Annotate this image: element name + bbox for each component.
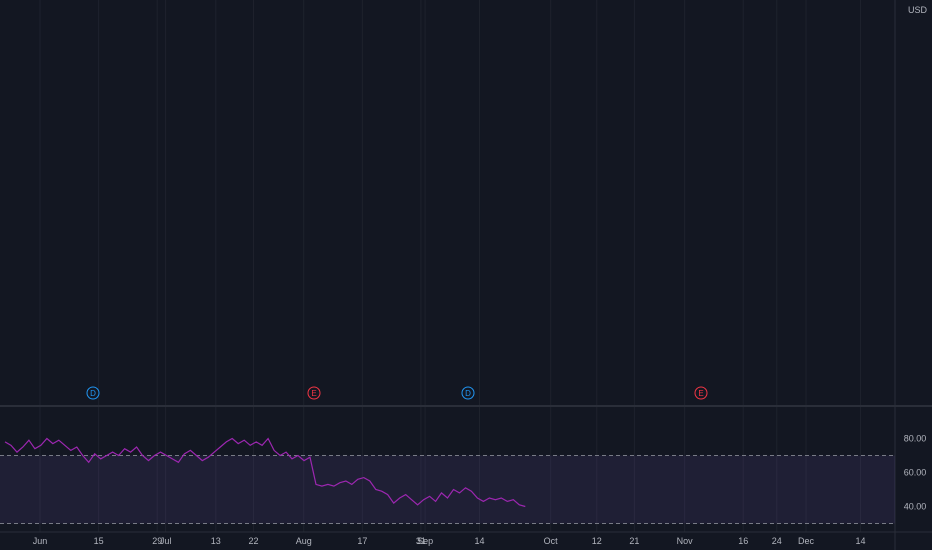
time-tick-label: 21 — [629, 536, 639, 546]
rsi-band — [0, 455, 895, 524]
time-tick-label: 29 — [152, 536, 162, 546]
event-marker-earnings[interactable]: E — [694, 386, 708, 400]
time-tick-label: Aug — [296, 536, 312, 546]
time-tick-label: 16 — [738, 536, 748, 546]
event-circle — [307, 386, 321, 400]
time-tick-label: 14 — [475, 536, 485, 546]
time-tick-label: 31 — [416, 536, 426, 546]
rsi-pane: 40.00 60.00 80.00 — [0, 434, 926, 524]
rsi-line — [4, 437, 526, 508]
rsi-tick-label: 40.00 — [904, 502, 927, 512]
event-label: E — [311, 389, 316, 398]
event-label: D — [90, 389, 96, 398]
rsi-tick-label: 80.00 — [904, 434, 927, 444]
price-axis[interactable]: USD 30.3728.22 — [897, 0, 932, 15]
time-tick-label: Sep — [417, 536, 433, 546]
event-marker-dividend[interactable]: D — [461, 386, 475, 400]
time-tick-label: 24 — [772, 536, 782, 546]
time-tick-label: 22 — [248, 536, 258, 546]
event-circle — [461, 386, 475, 400]
event-circle — [86, 386, 100, 400]
time-tick-label: Oct — [544, 536, 559, 546]
rsi-tick-label: 60.00 — [904, 468, 927, 478]
event-marker-dividend[interactable]: D — [86, 386, 100, 400]
time-tick-label: Nov — [677, 536, 694, 546]
time-tick-label: 15 — [94, 536, 104, 546]
time-tick-label: 13 — [211, 536, 221, 546]
currency-label: USD — [908, 5, 928, 15]
event-circle — [694, 386, 708, 400]
time-tick-label: 12 — [592, 536, 602, 546]
time-tick-label: 17 — [357, 536, 367, 546]
event-label: D — [465, 389, 471, 398]
time-tick-label: Dec — [798, 536, 815, 546]
event-marker-earnings[interactable]: E — [307, 386, 321, 400]
time-tick-label: Jul — [160, 536, 172, 546]
event-label: E — [698, 389, 703, 398]
time-tick-label: Jun — [33, 536, 48, 546]
time-tick-label: 14 — [855, 536, 865, 546]
